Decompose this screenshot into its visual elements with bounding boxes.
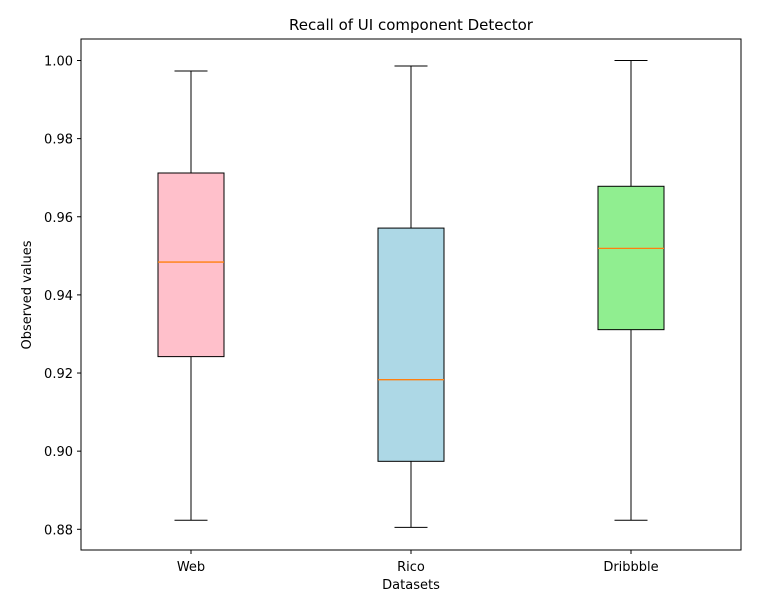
y-tick-label: 0.92	[44, 367, 73, 382]
iqr-box	[597, 185, 665, 331]
box-web	[157, 70, 225, 521]
box-series	[157, 59, 665, 528]
y-tick-label: 0.98	[44, 133, 73, 148]
iqr-box	[157, 172, 225, 358]
x-tick-label: Web	[177, 560, 205, 575]
x-axis-label: Datasets	[382, 578, 440, 593]
chart-title: Recall of UI component Detector	[289, 16, 534, 34]
y-tick-label: 0.88	[44, 523, 73, 538]
x-tick-label: Dribbble	[603, 560, 658, 575]
x-axis: Web Rico Dribbble	[177, 550, 659, 575]
y-axis: 0.88 0.90 0.92 0.94 0.96 0.98 1.00	[44, 54, 81, 538]
y-tick-label: 1.00	[44, 54, 73, 69]
y-tick-label: 0.94	[44, 289, 73, 304]
box-rico	[377, 65, 445, 528]
y-axis-label: Observed values	[20, 240, 35, 349]
iqr-box	[377, 227, 445, 462]
y-tick-label: 0.90	[44, 445, 73, 460]
x-tick-label: Rico	[397, 560, 425, 575]
y-tick-label: 0.96	[44, 211, 73, 226]
box-dribbble	[597, 59, 665, 521]
